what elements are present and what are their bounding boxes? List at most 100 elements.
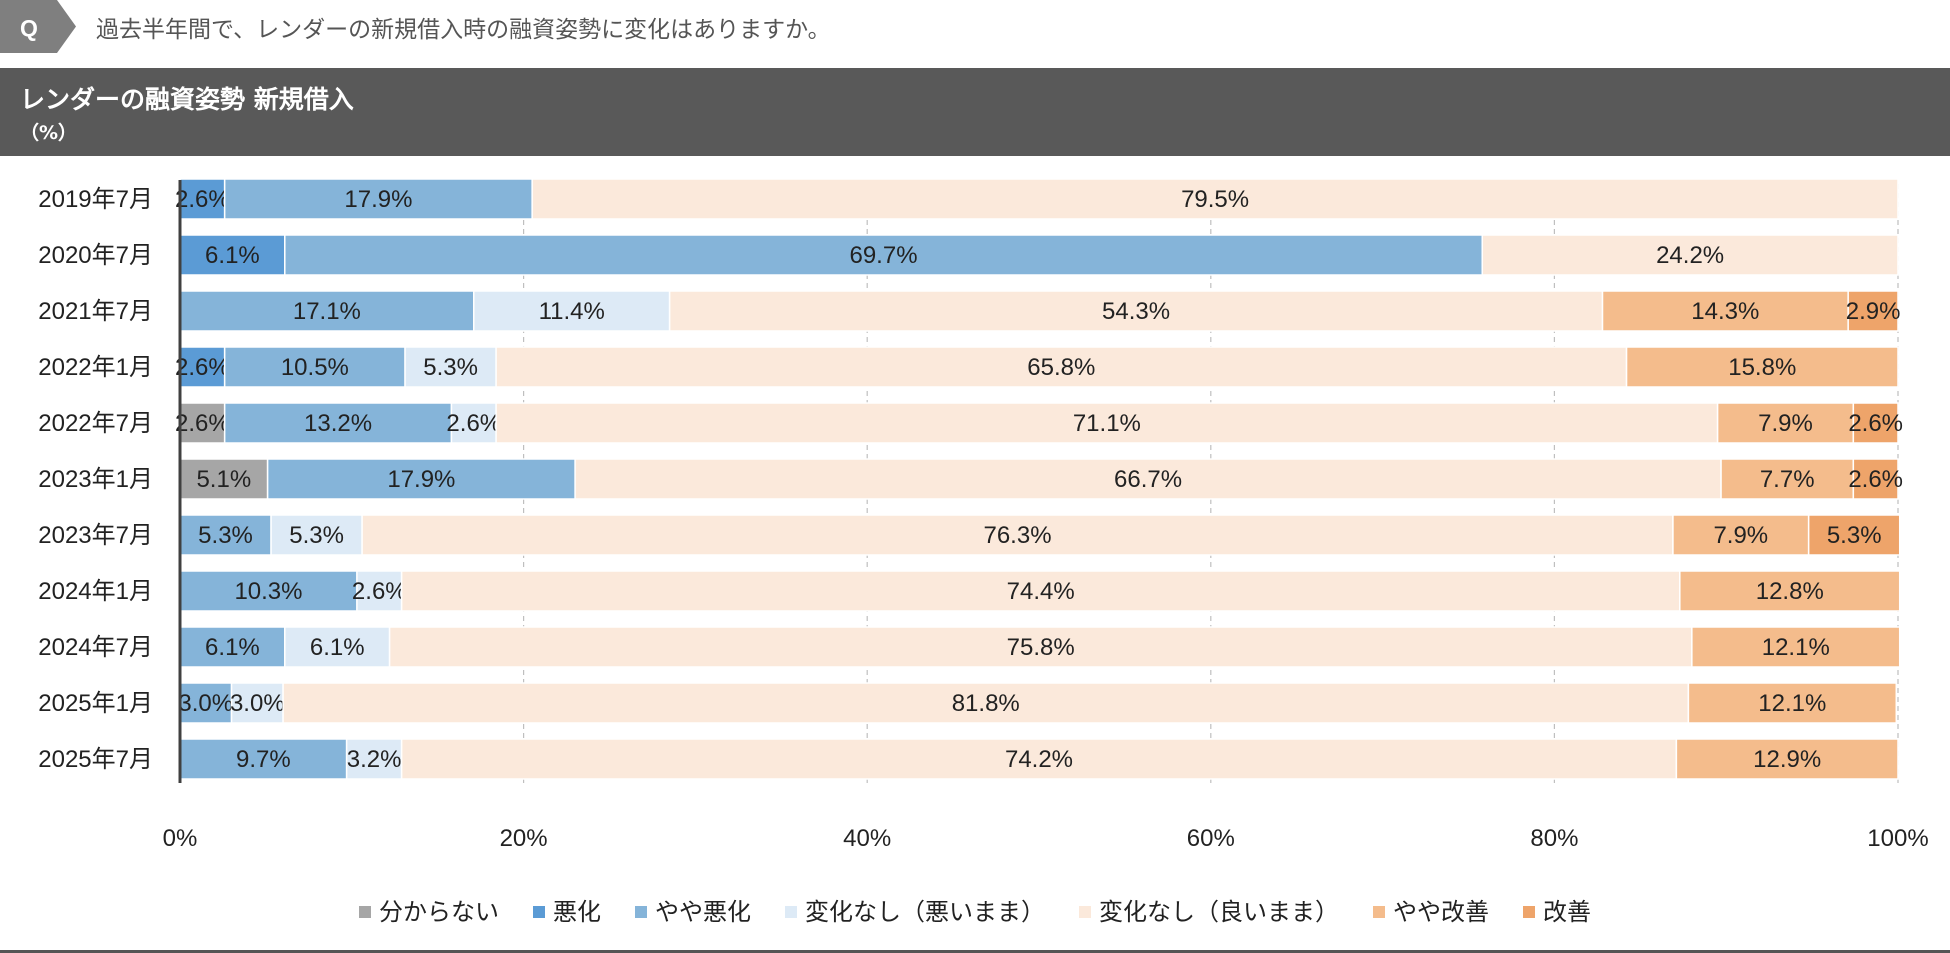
bar-segment [1687,682,1898,724]
bar-segment [230,682,284,724]
x-tick-label: 60% [1187,825,1235,852]
category-label: 2022年1月 [38,354,153,381]
legend-swatch [635,906,647,918]
category-label: 2022年7月 [38,410,153,437]
legend-swatch [359,906,371,918]
category-label: 2020年7月 [38,242,153,269]
data-label: 76.3% [983,522,1051,549]
bar-segment [223,402,453,444]
bar-segment [668,290,1604,332]
data-label: 2.6% [1848,466,1903,493]
bar-segment [450,402,497,444]
data-label: 17.9% [387,466,455,493]
data-label: 15.8% [1728,354,1796,381]
x-tick-label: 0% [163,825,198,852]
bar-segment [361,514,1674,556]
category-label: 2024年7月 [38,634,153,661]
category-label: 2025年1月 [38,690,153,717]
x-tick-label: 20% [500,825,548,852]
data-label: 24.2% [1656,242,1724,269]
question-badge-shape [0,0,76,53]
data-label: 6.1% [310,634,365,661]
data-label: 12.9% [1753,746,1821,773]
data-label: 2.6% [446,410,501,437]
data-label: 6.1% [205,634,260,661]
legend-swatch [1079,906,1091,918]
bar-segment [179,738,348,780]
question-text: 過去半年間で、レンダーの新規借入時の融資姿勢に変化はありますか。 [96,17,831,43]
bar-segment [179,458,269,500]
data-label: 7.7% [1760,466,1815,493]
data-label: 74.4% [1007,578,1075,605]
legend-label: 改善 [1543,899,1591,926]
data-label: 66.7% [1114,466,1182,493]
data-label: 2.6% [175,354,230,381]
bar-segment [223,346,406,388]
chart-title: レンダーの融資姿勢 新規借入 [20,85,354,114]
legend-swatch [1373,906,1385,918]
x-tick-label: 40% [843,825,891,852]
category-label: 2023年1月 [38,466,153,493]
data-label: 65.8% [1027,354,1095,381]
data-label: 54.3% [1102,298,1170,325]
x-tick-label: 80% [1530,825,1578,852]
bar-segment [1807,514,1901,556]
data-label: 9.7% [236,746,291,773]
data-label: 69.7% [849,242,917,269]
category-label: 2024年1月 [38,578,153,605]
data-label: 2.9% [1846,298,1901,325]
bar-segment [179,290,475,332]
category-label: 2019年7月 [38,186,153,213]
data-label: 7.9% [1713,522,1768,549]
data-label: 7.9% [1758,410,1813,437]
bar-segment [574,458,1722,500]
category-label: 2023年7月 [38,522,153,549]
bar-segment [1852,458,1899,500]
bar-segment [179,514,272,556]
legend-label: 変化なし（良いまま） [1099,899,1339,926]
question-badge: Q [0,0,84,53]
data-label: 12.1% [1762,634,1830,661]
data-label: 5.3% [1827,522,1882,549]
data-label: 2.6% [175,186,230,213]
chart-unit: （%） [20,122,78,144]
legend-label: やや悪化 [655,899,751,926]
data-label: 14.3% [1691,298,1759,325]
data-label: 10.5% [281,354,349,381]
data-label: 3.0% [178,690,233,717]
data-label: 2.6% [352,578,407,605]
question-badge-label: Q [20,15,38,41]
bottom-rule [0,950,1950,953]
bar-segment [282,682,1690,724]
bar-segment [1679,570,1901,612]
bar-segment [1625,346,1899,388]
data-label: 12.1% [1758,690,1826,717]
bar-segment [179,682,233,724]
bar-segment [495,402,1719,444]
data-label: 5.3% [198,522,253,549]
data-label: 71.1% [1073,410,1141,437]
data-label: 10.3% [234,578,302,605]
stacked-bar-chart: 2019年7月 2.6% 17.9% 79.5% 2020年7月 6.1% 69.7% 24.… [38,178,1929,926]
bar-segment [1716,402,1855,444]
bar-segment [1847,290,1899,332]
legend-label: やや改善 [1393,899,1489,926]
data-label: 3.2% [347,746,402,773]
bar-segment [1481,234,1899,276]
bar-segment [1852,402,1899,444]
category-label: 2025年7月 [38,746,153,773]
bar-segment [495,346,1628,388]
data-label: 5.3% [289,522,344,549]
data-label: 2.6% [1848,410,1903,437]
data-label: 5.3% [423,354,478,381]
bar-segment [531,178,1899,220]
bar-segment [400,738,1678,780]
legend-label: 変化なし（悪いまま） [805,899,1045,926]
data-label: 2.6% [175,410,230,437]
data-label: 13.2% [304,410,372,437]
data-label: 74.2% [1005,746,1073,773]
bar-segment [1720,458,1855,500]
data-label: 79.5% [1181,186,1249,213]
data-label: 17.9% [344,186,412,213]
legend-swatch [1523,906,1535,918]
